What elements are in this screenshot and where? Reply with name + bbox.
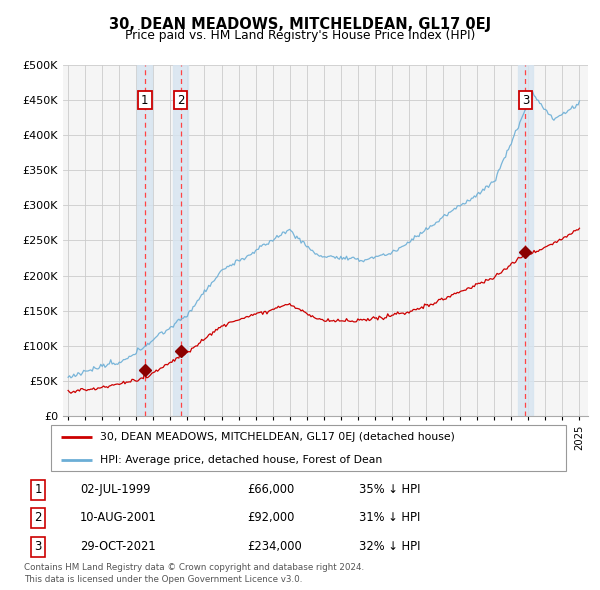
Bar xyxy=(173,65,188,416)
Text: 35% ↓ HPI: 35% ↓ HPI xyxy=(359,483,420,496)
Text: 3: 3 xyxy=(34,540,41,553)
Text: £234,000: £234,000 xyxy=(247,540,302,553)
Text: 30, DEAN MEADOWS, MITCHELDEAN, GL17 0EJ: 30, DEAN MEADOWS, MITCHELDEAN, GL17 0EJ xyxy=(109,17,491,31)
Text: 3: 3 xyxy=(522,93,529,107)
Text: 1: 1 xyxy=(141,93,149,107)
Text: 2: 2 xyxy=(177,93,184,107)
Text: 2: 2 xyxy=(34,512,42,525)
Text: 1: 1 xyxy=(34,483,42,496)
Bar xyxy=(518,65,533,416)
Text: 32% ↓ HPI: 32% ↓ HPI xyxy=(359,540,420,553)
Text: £92,000: £92,000 xyxy=(247,512,295,525)
Text: Contains HM Land Registry data © Crown copyright and database right 2024.: Contains HM Land Registry data © Crown c… xyxy=(24,563,364,572)
Text: 02-JUL-1999: 02-JUL-1999 xyxy=(80,483,150,496)
Text: £66,000: £66,000 xyxy=(247,483,295,496)
Text: This data is licensed under the Open Government Licence v3.0.: This data is licensed under the Open Gov… xyxy=(24,575,302,584)
Text: HPI: Average price, detached house, Forest of Dean: HPI: Average price, detached house, Fore… xyxy=(100,455,382,465)
Bar xyxy=(137,65,152,416)
Text: Price paid vs. HM Land Registry's House Price Index (HPI): Price paid vs. HM Land Registry's House … xyxy=(125,29,475,42)
Text: 29-OCT-2021: 29-OCT-2021 xyxy=(80,540,155,553)
FancyBboxPatch shape xyxy=(50,425,566,471)
Text: 10-AUG-2001: 10-AUG-2001 xyxy=(80,512,157,525)
Text: 30, DEAN MEADOWS, MITCHELDEAN, GL17 0EJ (detached house): 30, DEAN MEADOWS, MITCHELDEAN, GL17 0EJ … xyxy=(100,432,455,442)
Text: 31% ↓ HPI: 31% ↓ HPI xyxy=(359,512,420,525)
